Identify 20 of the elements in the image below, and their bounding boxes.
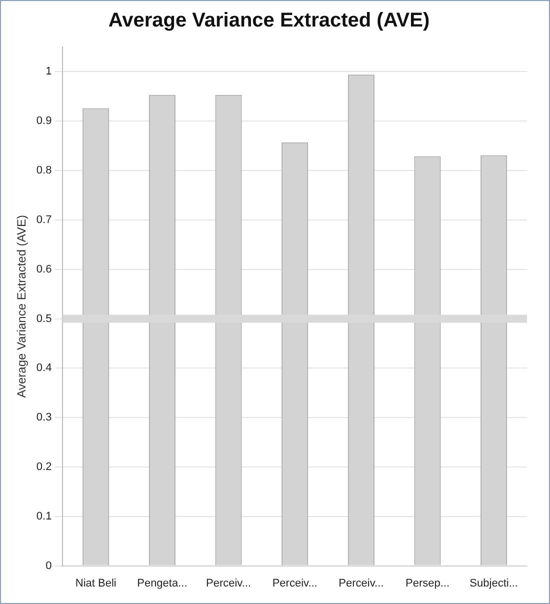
y-tick-label: 0.3	[36, 412, 52, 424]
y-tick-label: 0.4	[36, 362, 52, 374]
y-tick-label: 0	[46, 560, 52, 572]
y-tick-label: 0.9	[36, 115, 52, 128]
x-tick-label: Niat Beli	[75, 577, 116, 590]
y-tick-label: 0.8	[36, 164, 52, 177]
x-tick-label: Perceiv...	[338, 577, 384, 590]
x-tick-label: Perceiv...	[272, 577, 318, 590]
y-tick-label: 1	[46, 66, 52, 78]
y-tick-label: 0.7	[36, 214, 52, 226]
x-tick-label: Perceiv...	[206, 577, 252, 590]
y-tick-label: 0.2	[36, 461, 52, 474]
chart-title: Average Variance Extracted (AVE)	[108, 10, 430, 32]
y-axis-title: Average Variance Extracted (AVE)	[14, 215, 29, 398]
x-tick-label: Pengeta...	[137, 577, 188, 590]
x-tick-label: Subjecti...	[470, 577, 518, 590]
x-tick-label: Persep...	[405, 577, 450, 590]
y-tick-label: 0.5	[36, 312, 52, 325]
y-tick-label: 0.6	[36, 263, 52, 276]
y-tick-label: 0.1	[36, 510, 52, 522]
